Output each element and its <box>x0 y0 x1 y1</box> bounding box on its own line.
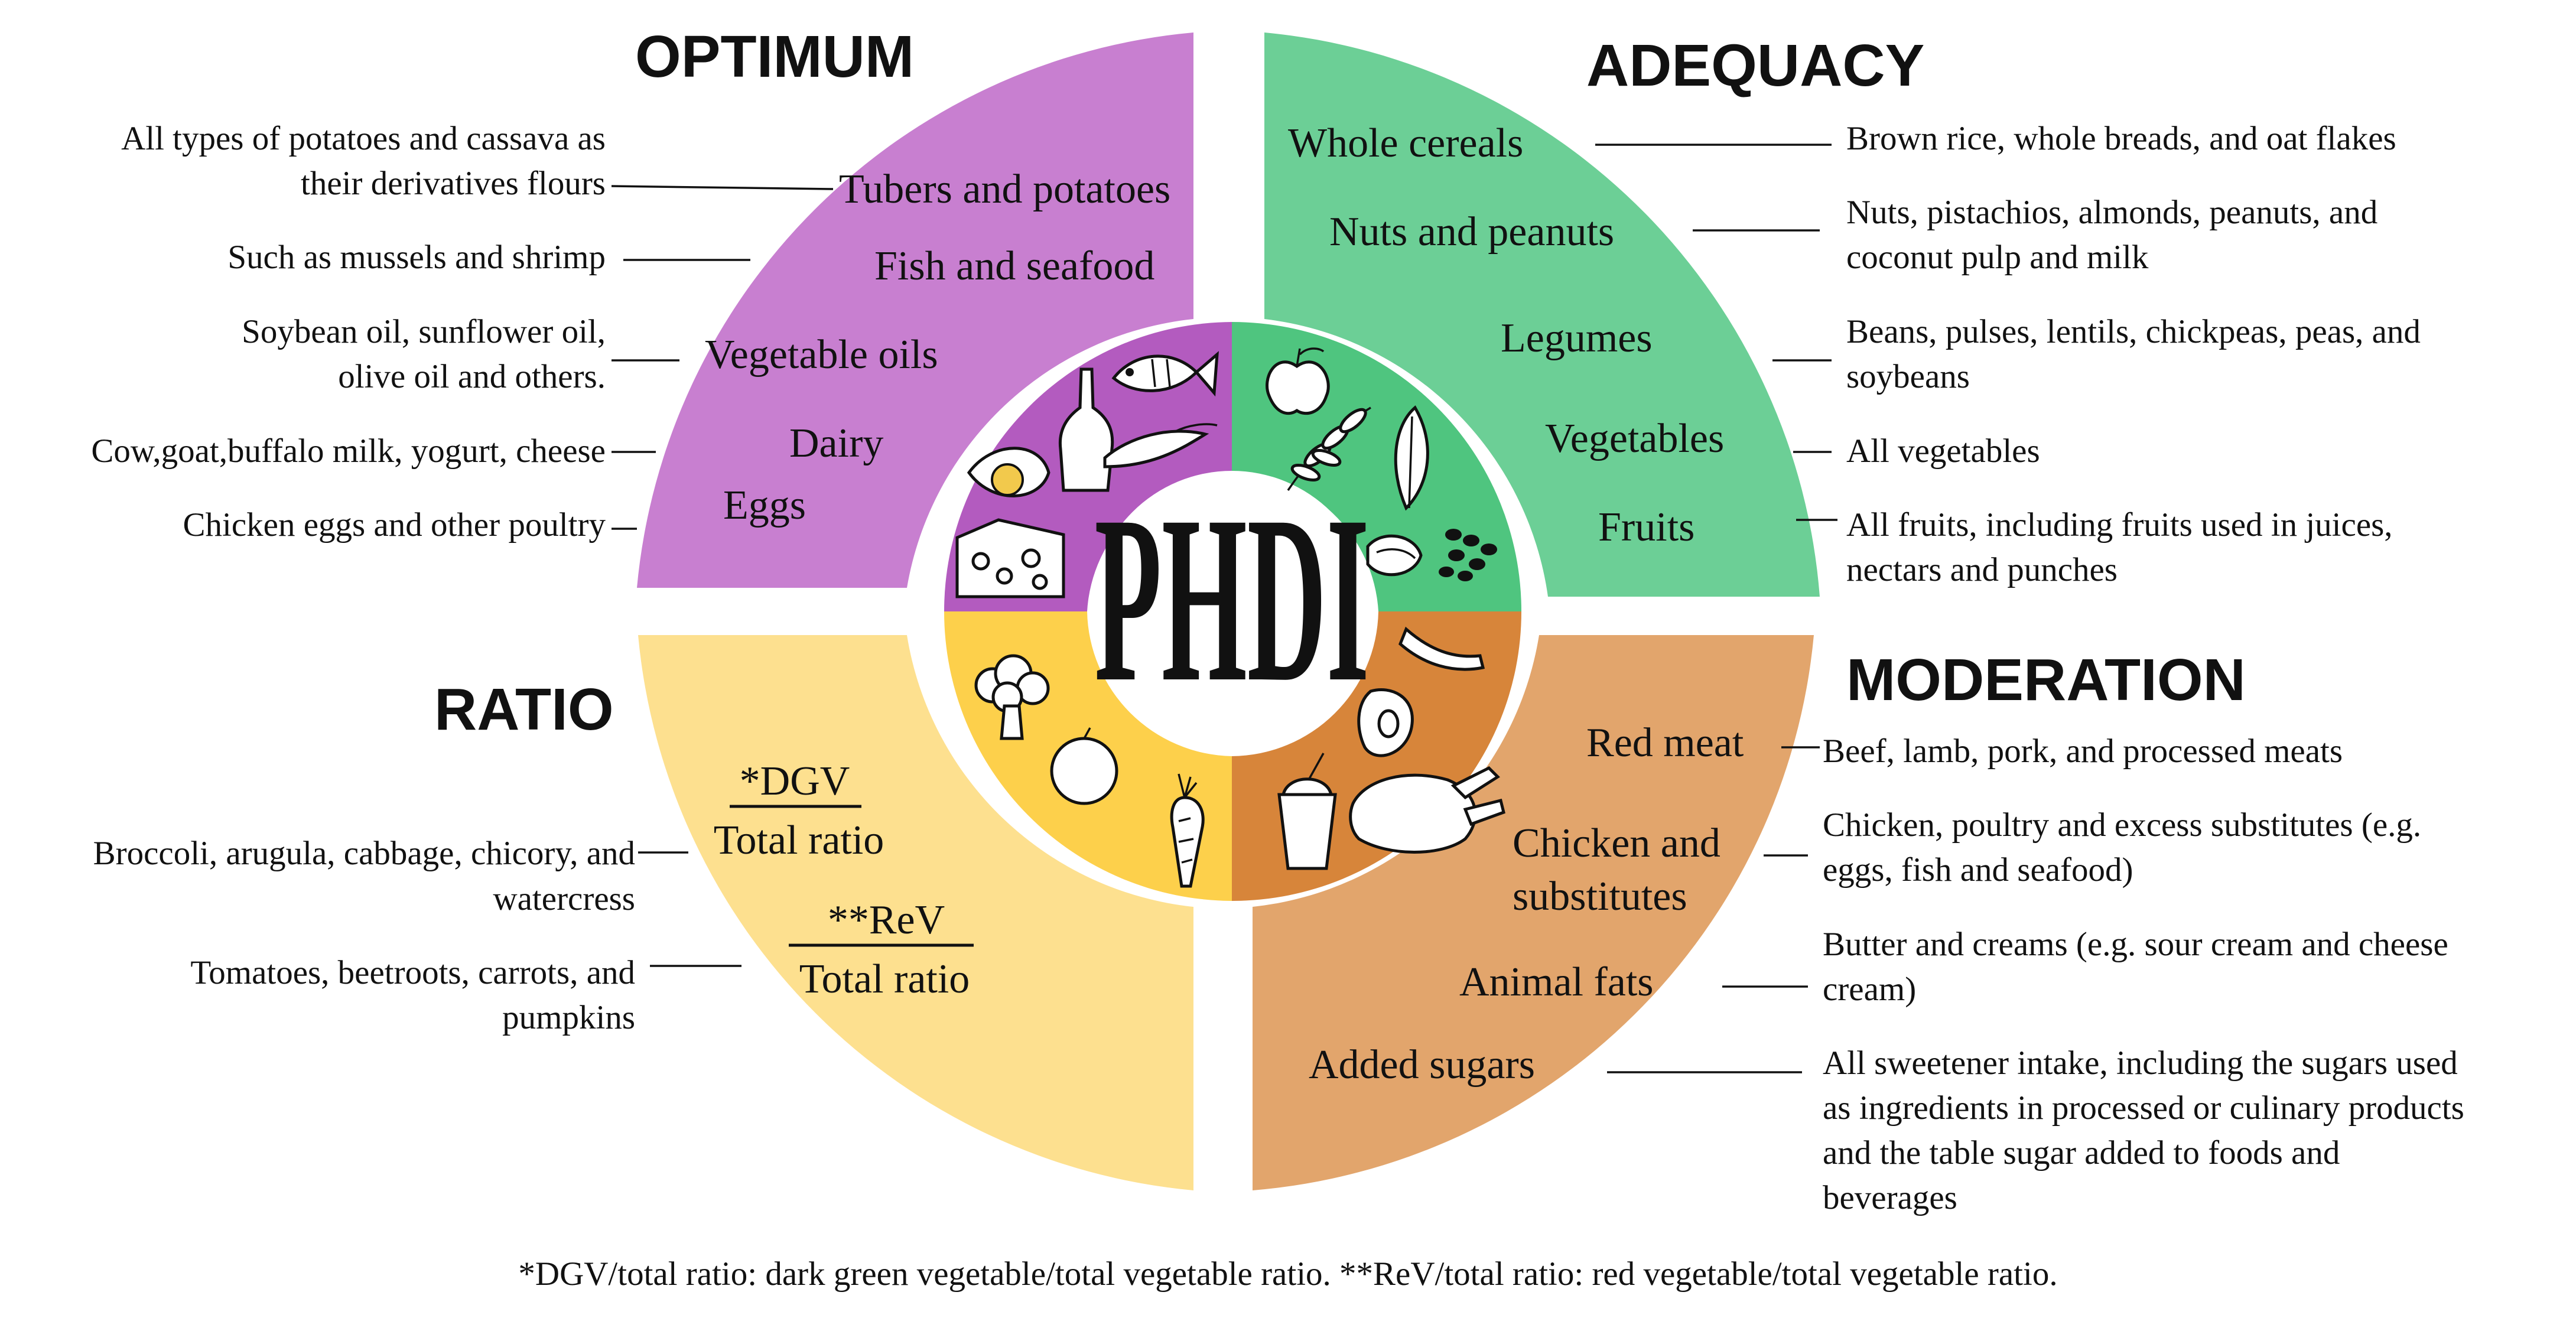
category-label: Tubers and potatoes <box>839 167 1170 212</box>
note-text: All types of potatoes and cassava as <box>121 120 606 157</box>
note-text: All sweetener intake, including the suga… <box>1823 1044 2458 1082</box>
steak-icon <box>1357 688 1414 757</box>
nut-icon <box>1366 534 1423 577</box>
fish-icon <box>1111 351 1219 397</box>
tomato-icon <box>1050 727 1118 805</box>
note-text: Butter and creams (e.g. sour cream and c… <box>1823 926 2448 963</box>
optimum-title: OPTIMUM <box>635 24 914 90</box>
category-label: Red meat <box>1586 720 1744 766</box>
leaf-icon <box>1394 405 1429 511</box>
chicken-icon <box>1349 766 1505 854</box>
category-label: Vegetables <box>1545 416 1724 461</box>
note-text: Broccoli, arugula, cabbage, chicory, and <box>93 835 635 872</box>
note-text: pumpkins <box>502 999 635 1036</box>
note-text: eggs, fish and seafood) <box>1823 851 2133 889</box>
note-text: their derivatives flours <box>301 165 606 202</box>
dgv-numerator: *DGV <box>740 759 850 804</box>
note-text: olive oil and others. <box>338 358 606 395</box>
category-label: Chicken and <box>1513 821 1720 866</box>
note-text: and the table sugar added to foods and <box>1823 1134 2340 1171</box>
carrot-icon <box>1170 773 1205 888</box>
category-label: substitutes <box>1513 874 1687 919</box>
center-title: PHDI <box>1095 467 1370 732</box>
wheat-icon <box>1287 406 1371 491</box>
note-text: coconut pulp and milk <box>1846 239 2149 276</box>
note-text: All vegetables <box>1846 432 2040 470</box>
ratio-title: RATIO <box>434 676 614 743</box>
leader-line <box>611 185 834 190</box>
bottle-icon <box>1058 367 1114 492</box>
note-text: beverages <box>1823 1179 1957 1216</box>
note-text: Tomatoes, beetroots, carrots, and <box>190 954 635 991</box>
adequacy-title: ADEQUACY <box>1586 32 1924 99</box>
note-text: All fruits, including fruits used in jui… <box>1846 506 2393 544</box>
note-text: soybeans <box>1846 358 1970 395</box>
category-label: Added sugars <box>1309 1042 1535 1088</box>
note-text: Beans, pulses, lentils, chickpeas, peas,… <box>1846 313 2421 350</box>
rev-numerator: **ReV <box>828 897 945 943</box>
note-text: Soybean oil, sunflower oil, <box>242 313 606 350</box>
sausage-icon <box>1398 626 1485 671</box>
dgv-denominator: Total ratio <box>714 818 884 863</box>
category-label: Nuts and peanuts <box>1329 209 1614 255</box>
broccoli-icon <box>974 654 1050 740</box>
note-text: Chicken, poultry and excess substitutes … <box>1823 806 2421 844</box>
shrimp-icon <box>1103 423 1218 468</box>
note-text: Cow,goat,buffalo milk, yogurt, cheese <box>91 432 606 470</box>
note-text: Chicken eggs and other poultry <box>183 506 606 544</box>
category-label: Vegetable oils <box>705 332 938 377</box>
category-label: Eggs <box>723 483 806 528</box>
optimum-outer-quadrant <box>637 32 1193 588</box>
ratio-outer-quadrant <box>638 635 1193 1190</box>
apple-icon <box>1266 347 1330 415</box>
rev-denominator: Total ratio <box>799 956 970 1002</box>
note-text: nectars and punches <box>1846 551 2118 588</box>
egg-icon <box>967 447 1050 497</box>
note-text: Beef, lamb, pork, and processed meats <box>1823 733 2343 770</box>
note-text: as ingredients in processed or culinary … <box>1823 1089 2464 1127</box>
beans-icon <box>1439 529 1497 581</box>
moderation-outer-quadrant <box>1253 635 1814 1190</box>
adequacy-outer-quadrant <box>1264 32 1820 597</box>
note-text: cream) <box>1823 971 1916 1008</box>
footnote: *DGV/total ratio: dark green vegetable/t… <box>518 1255 2057 1293</box>
note-text: Nuts, pistachios, almonds, peanuts, and <box>1846 194 2377 231</box>
note-text: Brown rice, whole breads, and oat flakes <box>1846 120 2396 157</box>
category-label: Legumes <box>1501 315 1653 361</box>
note-text: Such as mussels and shrimp <box>227 239 606 276</box>
category-label: Fish and seafood <box>874 243 1154 289</box>
moderation-title: MODERATION <box>1846 647 2246 713</box>
note-text: watercress <box>493 880 635 917</box>
cheese-icon <box>955 518 1065 598</box>
center-circle <box>1091 471 1372 752</box>
category-label: Animal fats <box>1459 959 1654 1005</box>
category-label: Whole cereals <box>1288 121 1523 166</box>
category-label: Fruits <box>1598 505 1694 550</box>
category-label: Dairy <box>789 421 883 466</box>
drink-icon <box>1277 753 1337 870</box>
